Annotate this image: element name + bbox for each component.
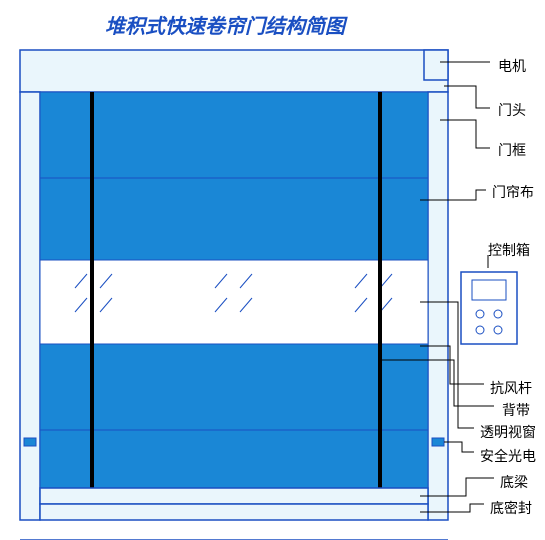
- clear-window-panel: [40, 260, 428, 344]
- strap: [90, 92, 94, 488]
- curtain-panel: [40, 92, 428, 178]
- door-header: [20, 50, 448, 92]
- curtain-panel: [40, 430, 428, 488]
- strap: [378, 92, 382, 488]
- bottom-seal: [40, 504, 428, 520]
- label-window: 透明视窗: [480, 422, 536, 442]
- curtain-panel: [40, 178, 428, 260]
- label-controlbox: 控制箱: [488, 240, 530, 260]
- curtain-panel: [40, 344, 428, 430]
- control-box-screen: [472, 280, 506, 300]
- diagram-svg: [0, 0, 545, 540]
- label-windbar: 抗风杆: [490, 378, 532, 398]
- control-box-button: [494, 326, 502, 334]
- safety-sensor-left: [24, 438, 36, 446]
- label-curtain: 门帘布: [492, 182, 534, 202]
- bottom-beam: [40, 488, 428, 504]
- motor-box: [424, 50, 448, 80]
- frame-right: [428, 92, 448, 520]
- diagram-title: 堆积式快速卷帘门结构简图: [105, 10, 345, 39]
- label-header: 门头: [498, 100, 526, 120]
- label-sensor: 安全光电: [480, 446, 536, 466]
- control-box-button: [476, 310, 484, 318]
- diagram-canvas: 堆积式快速卷帘门结构简图 电机门头门框门帘布控制箱抗风杆背带透明视窗安全光电底梁…: [0, 0, 545, 540]
- label-motor: 电机: [498, 56, 526, 76]
- label-strap: 背带: [502, 400, 530, 420]
- label-bottom_seal: 底密封: [490, 498, 532, 518]
- safety-sensor-right: [432, 438, 444, 446]
- leader-header: [444, 86, 490, 108]
- frame-left: [20, 92, 40, 520]
- control-box-button: [494, 310, 502, 318]
- label-frame: 门框: [498, 140, 526, 160]
- control-box-button: [476, 326, 484, 334]
- label-bottom_beam: 底梁: [500, 472, 528, 492]
